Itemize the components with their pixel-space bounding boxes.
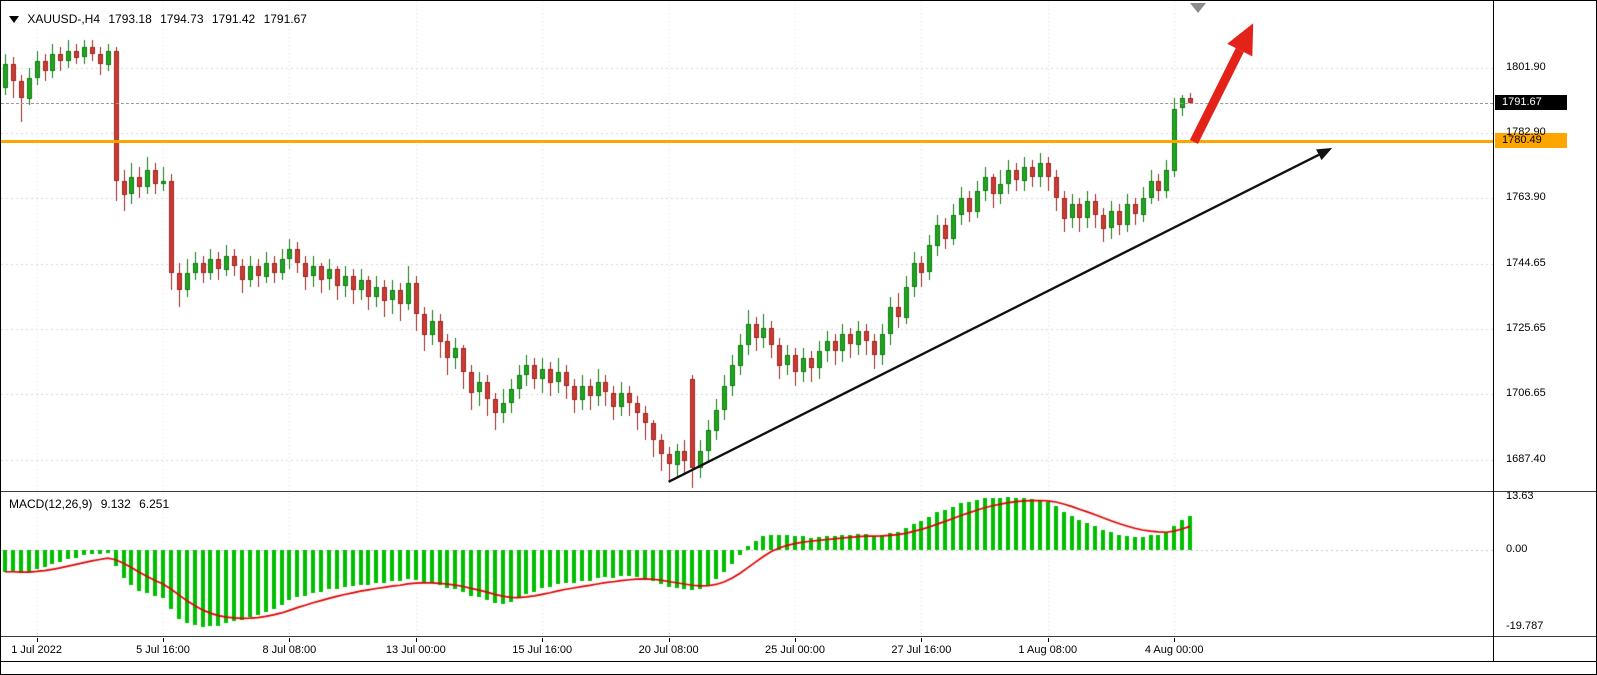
panel-separator [1,491,1596,492]
time-tick-mark [542,638,543,642]
price-axis-label: 1725.65 [1506,321,1546,334]
time-tick-mark [669,638,670,642]
time-axis-label: 4 Aug 00:00 [1144,644,1204,656]
time-tick-mark [37,638,38,642]
ohlc-open: 1793.18 [108,12,152,26]
time-tick-mark [1174,638,1175,642]
time-axis[interactable]: 1 Jul 2022 5 Jul 16:00 8 Jul 08:00 13 Jul 0… [1,638,1493,660]
macd-indicator-canvas[interactable] [1,493,1493,636]
price-axis-label: 1706.65 [1506,386,1546,399]
price-axis-label: 1687.40 [1506,452,1546,465]
time-tick-mark [1048,638,1049,642]
macd-axis-label: -19.787 [1506,620,1544,633]
bottom-border-line [1,661,1596,662]
time-axis-label: 1 Jul 2022 [11,644,62,656]
time-axis-label: 15 Jul 16:00 [512,644,573,656]
macd-name: MACD(12,26,9) [9,497,93,511]
time-axis-label: 13 Jul 00:00 [385,644,446,656]
time-tick-mark [795,638,796,642]
macd-axis-label: 0.00 [1506,543,1528,555]
hline-price-badge: 1780.49 [1495,133,1567,149]
time-axis-label: 25 Jul 00:00 [765,644,825,656]
current-price-line [1,103,1493,104]
ohlc-close: 1791.67 [263,12,307,26]
time-tick-mark [163,638,164,642]
symbol-period-label: XAUUSD-,H4 [27,12,101,26]
time-tick-mark [921,638,922,642]
price-axis-label: 1782.90 [1506,125,1546,138]
price-axis-border [1493,1,1494,661]
macd-axis-label: 13.63 [1506,489,1534,502]
macd-main-value: 9.132 [100,497,131,511]
time-axis-label: 1 Aug 08:00 [1018,644,1078,656]
time-axis-label: 27 Jul 16:00 [891,644,952,656]
macd-indicator-label: MACD(12,26,9) 9.132 6.251 [9,497,174,511]
price-axis-label: 1763.90 [1506,190,1546,203]
macd-signal-value: 6.251 [139,497,170,511]
panel-separator [1,636,1596,637]
symbol-info-bar: XAUUSD-,H4 1793.18 1794.73 1791.42 1791.… [9,12,312,26]
ohlc-low: 1791.42 [211,12,256,26]
ohlc-high: 1794.73 [160,12,204,26]
time-tick-mark [289,638,290,642]
chevron-down-icon [9,16,19,24]
chart-top-marker-icon [1189,3,1206,13]
current-price-badge: 1791.67 [1495,95,1567,110]
time-axis-label: 8 Jul 08:00 [262,644,317,656]
price-axis[interactable]: 1791.67 1780.49 1801.90 1782.90 1763.90 174… [1494,1,1596,661]
price-chart-canvas[interactable] [1,1,1493,491]
time-tick-mark [416,638,417,642]
price-axis-label: 1744.65 [1506,256,1546,269]
time-axis-label: 20 Jul 08:00 [638,644,699,656]
time-axis-label: 5 Jul 16:00 [136,644,190,656]
price-axis-label: 1801.90 [1506,61,1546,74]
resistance-line-orange[interactable] [1,140,1493,144]
